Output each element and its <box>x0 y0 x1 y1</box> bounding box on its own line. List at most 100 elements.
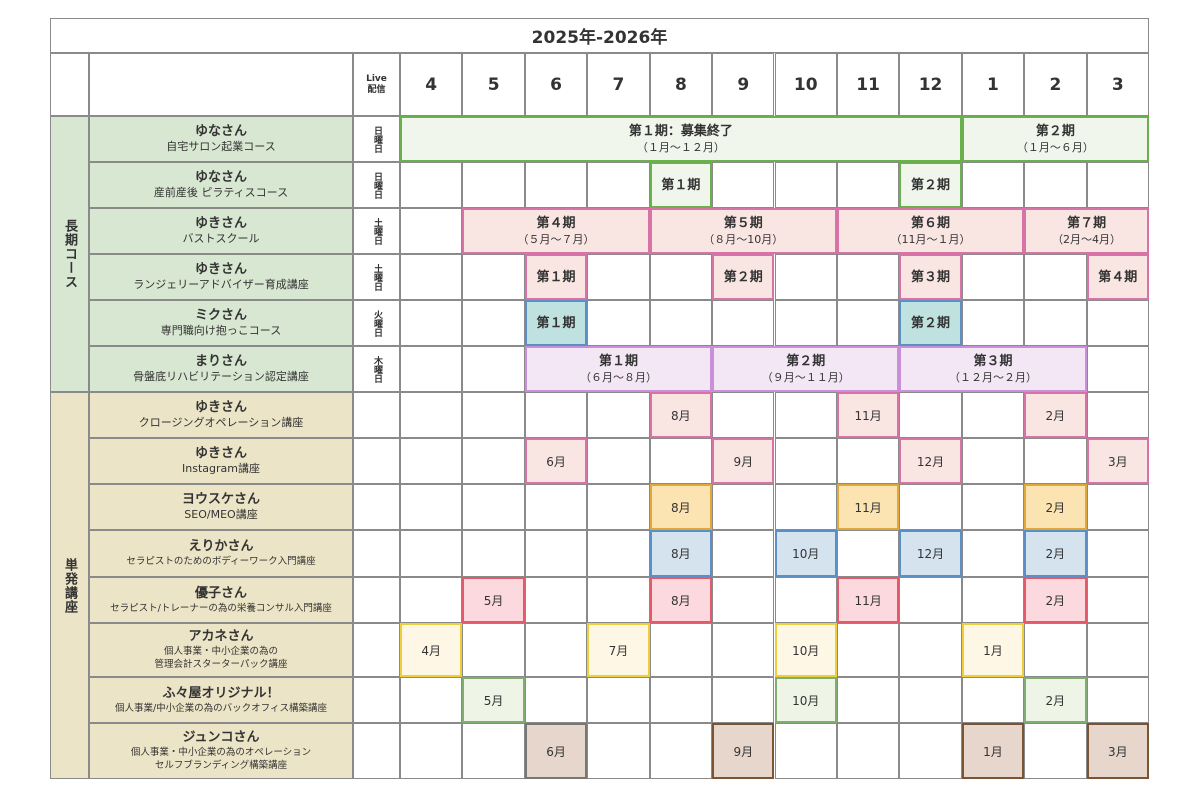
live-day-cell <box>353 438 400 484</box>
course-title: 自宅サロン起業コース <box>166 140 276 153</box>
schedule-cell <box>899 623 962 677</box>
term-block: 第３期 <box>899 254 962 300</box>
live-day-cell: 日曜日 <box>353 162 400 208</box>
month-header-label: 2 <box>1049 74 1062 95</box>
term-block: 第５期 （８月～10月） <box>649 208 837 254</box>
session-month-label: 6月 <box>546 744 566 759</box>
month-header: 11 <box>836 53 900 116</box>
live-day-cell <box>353 577 400 623</box>
course-title: 個人事業・中小企業の為のオペレーション セルフブランディング構築講座 <box>130 747 312 771</box>
live-day-cell: 木曜日 <box>353 346 400 392</box>
session-month-label: 2月 <box>1045 547 1066 561</box>
course-title: セラピスト/トレーナーの為の栄養コンサル入門講座 <box>110 602 332 614</box>
term-block: 第２期 <box>712 254 775 300</box>
schedule-cell <box>961 484 1025 530</box>
session-month-box: 9月 <box>712 723 775 779</box>
category-label: 長期コース <box>62 219 77 289</box>
month-header-label: 4 <box>425 74 438 95</box>
course-name-cell: ジュンコさん 個人事業・中小企業の為のオペレーション セルフブランディング構築講座 <box>89 723 353 779</box>
session-month-label: 2月 <box>1045 693 1066 708</box>
month-header-label: 5 <box>487 74 500 95</box>
course-title: 個人事業/中小企業の為のバックオフィス構築講座 <box>114 702 327 714</box>
term-block: 第１期：募集終了 （１月～１２月） <box>400 116 962 162</box>
term-block: 第１期 <box>524 300 588 346</box>
term-label: 第１期 <box>536 315 576 331</box>
live-day-label: 土曜日 <box>372 217 382 245</box>
course-name-cell: えりかさん セラピストのためのボディーワーク入門講座 <box>89 530 353 577</box>
session-month-label: 5月 <box>483 693 504 708</box>
session-month-box: 6月 <box>524 438 588 484</box>
term-period: （１月～６月） <box>1016 141 1094 154</box>
session-month-box: 9月 <box>712 438 775 484</box>
course-name-cell: ゆきさん ランジェリーアドバイザー育成講座 <box>89 254 353 300</box>
instructor-name: ふ々屋オリジナル！ <box>162 685 280 701</box>
schedule-cell <box>400 530 463 577</box>
course-name-cell: ミクさん 専門職向け抱っこコース <box>89 300 353 346</box>
schedule-cell <box>899 723 962 779</box>
session-month-label: 12月 <box>916 454 945 469</box>
month-header-label: 9 <box>737 74 750 95</box>
course-name-cell: ヨウスケさん SEO/MEO講座 <box>89 484 353 530</box>
schedule-cell <box>462 392 525 438</box>
term-period: （11月～１月） <box>890 233 971 246</box>
schedule-cell <box>961 162 1025 208</box>
schedule-cell <box>1024 623 1087 677</box>
term-block: 第４期 <box>1086 254 1149 300</box>
schedule-cell <box>774 254 837 300</box>
session-month-box: 11月 <box>836 577 900 623</box>
schedule-cell <box>712 484 775 530</box>
schedule-cell <box>1086 623 1149 677</box>
session-month-box: 12月 <box>899 530 962 577</box>
month-header-label: 1 <box>987 74 999 95</box>
term-block: 第７期 （2月～4月） <box>1024 208 1149 254</box>
schedule-cell <box>1024 438 1087 484</box>
schedule-cell <box>712 577 775 623</box>
instructor-name: ゆなさん <box>194 170 247 185</box>
live-day-label: 日曜日 <box>372 171 382 199</box>
month-header: 12 <box>899 53 962 116</box>
month-header: 7 <box>587 53 650 116</box>
session-month-box: 12月 <box>899 438 962 484</box>
session-month-label: 8月 <box>671 500 691 515</box>
schedule-cell <box>961 530 1025 577</box>
course-name-cell: まりさん 骨盤底リハビリテーション認定講座 <box>89 346 353 392</box>
schedule-cell <box>400 392 463 438</box>
schedule-cell <box>462 162 525 208</box>
session-month-box: 11月 <box>836 484 900 530</box>
session-month-box: 10月 <box>774 677 837 723</box>
schedule-cell <box>524 530 588 577</box>
course-name-cell: ゆきさん クロージングオペレーション講座 <box>89 392 353 438</box>
schedule-cell <box>649 623 713 677</box>
live-day-cell: 土曜日 <box>353 254 400 300</box>
term-block: 第１期 <box>649 162 713 208</box>
month-header-label: 12 <box>918 74 943 95</box>
schedule-cell <box>774 438 837 484</box>
course-name-cell: ゆきさん Instagram講座 <box>89 438 353 484</box>
schedule-cell <box>899 577 962 623</box>
session-month-box: 1月 <box>961 623 1025 677</box>
schedule-cell <box>712 392 775 438</box>
schedule-cell <box>836 723 900 779</box>
term-label: 第５期 <box>723 216 763 231</box>
session-month-box: 5月 <box>462 577 525 623</box>
course-title: 専門職向け抱っこコース <box>160 324 282 337</box>
session-month-label: 11月 <box>854 500 882 515</box>
month-header-label: 7 <box>612 74 625 95</box>
live-header-label: Live 配信 <box>366 73 387 95</box>
schedule-cell <box>774 723 837 779</box>
schedule-cell <box>961 677 1025 723</box>
course-name-cell: ゆなさん 産前産後 ピラティスコース <box>89 162 353 208</box>
term-label: 第３期 <box>973 354 1013 369</box>
term-period: （１２月～２月） <box>948 371 1037 384</box>
schedule-cell <box>961 254 1025 300</box>
schedule-cell <box>712 623 775 677</box>
course-title: 骨盤底リハビリテーション認定講座 <box>133 370 309 383</box>
session-month-box: 11月 <box>836 392 900 438</box>
session-month-box: 6月 <box>524 723 588 779</box>
course-name-cell: ゆきさん バストスクール <box>89 208 353 254</box>
session-month-box: 7月 <box>587 623 650 677</box>
month-header: 2 <box>1024 53 1087 116</box>
term-label: 第４期 <box>1098 269 1138 285</box>
term-label: 第１期：募集終了 <box>628 124 733 139</box>
